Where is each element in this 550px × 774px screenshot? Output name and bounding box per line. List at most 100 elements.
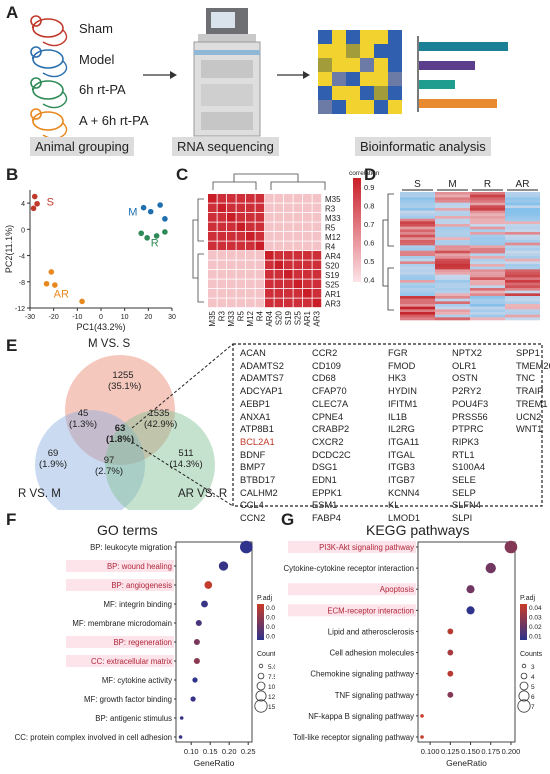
heat-row	[470, 312, 505, 315]
group-label: AR	[54, 289, 69, 301]
heat-cell	[293, 279, 303, 289]
y-axis-title: PC2(11.1%)	[4, 225, 14, 273]
heat-row	[400, 194, 435, 198]
heat-row	[435, 242, 470, 246]
group-label: R	[151, 237, 159, 249]
plot-frame	[417, 541, 516, 743]
group-label: R	[484, 179, 491, 190]
gene-name: ESM1	[312, 500, 338, 511]
gene-name: CCR2	[312, 348, 338, 358]
heat-row	[470, 213, 505, 217]
heat-cell	[236, 298, 246, 308]
heat-row	[435, 261, 470, 265]
term-label: MF: membrane microdomain	[72, 619, 172, 628]
heat-row	[505, 229, 540, 233]
heat-row	[400, 290, 435, 294]
panel-label-g: G	[281, 510, 295, 529]
heat-cell	[360, 30, 374, 44]
heat-cell	[217, 260, 227, 270]
mouse-icon	[30, 15, 68, 47]
x-tick-label: 0.20	[222, 747, 237, 756]
heat-row	[435, 280, 470, 283]
heat-cell	[255, 194, 265, 203]
heat-row	[470, 288, 505, 291]
legend-circle	[254, 699, 268, 713]
legend-tick: 12.5	[268, 694, 275, 701]
heat-row	[435, 250, 470, 254]
heat-cell	[246, 203, 255, 213]
heat-cell	[346, 100, 360, 114]
heat-cell	[217, 279, 227, 289]
dot	[178, 735, 183, 739]
legend-tick: 0.04	[529, 605, 542, 612]
legend-circle	[257, 672, 265, 680]
heat-row	[505, 304, 540, 307]
x-tick-label: -20	[49, 314, 59, 321]
term-label: Cell adhesion molecules	[329, 649, 414, 658]
heat-cell	[217, 298, 227, 308]
heat-cell	[318, 72, 332, 86]
group-label: M	[128, 207, 137, 219]
pca-point	[153, 233, 160, 239]
heat-row	[400, 192, 435, 195]
legend-tick: 0.7	[364, 220, 374, 229]
heat-row	[435, 264, 470, 267]
legend-tick: 0.01	[529, 634, 542, 641]
heat-row	[470, 242, 505, 246]
heat-cell	[265, 260, 274, 270]
heat-cell	[293, 298, 303, 308]
heat-cell	[312, 232, 322, 241]
row-dendrogram	[192, 198, 204, 303]
heat-cell	[246, 194, 255, 203]
x-tick-label: -30	[25, 314, 35, 321]
heat-cell	[208, 270, 217, 279]
heat-row	[435, 274, 470, 278]
heat-cell	[293, 260, 303, 270]
heat-cell	[274, 222, 284, 232]
heat-cell	[303, 289, 312, 298]
heat-cell	[388, 86, 402, 100]
term-label: TNF signaling pathway	[335, 691, 414, 700]
plot-frame	[175, 541, 253, 743]
heat-row	[505, 221, 540, 225]
term-label: BP: wound healing	[107, 562, 172, 571]
heat-cell	[346, 58, 360, 72]
heat-row	[400, 253, 435, 257]
heat-row	[505, 306, 540, 310]
gene-name: RIPK3	[452, 436, 479, 447]
x-tick-label: 0.150	[461, 747, 480, 756]
heat-cell	[360, 100, 374, 114]
heat-cell	[208, 232, 217, 241]
heat-row	[435, 296, 470, 299]
heat-cell	[312, 251, 322, 260]
heat-cell	[255, 251, 265, 260]
heat-cell	[236, 270, 246, 279]
heat-row	[435, 194, 470, 198]
heat-row	[435, 282, 470, 286]
gene-name: PRSS56	[452, 411, 488, 422]
legend-title: P.adj	[257, 595, 272, 602]
heat-cell	[255, 213, 265, 222]
heat-cell	[312, 241, 322, 251]
dot	[195, 619, 202, 627]
heat-row	[505, 256, 540, 259]
heat-cell	[265, 203, 274, 213]
row-label: M12	[325, 233, 341, 242]
gene-name: HYDIN	[388, 386, 417, 397]
heat-cell	[246, 260, 255, 270]
heat-row	[435, 269, 470, 273]
legend-tick: 0.02	[529, 624, 542, 631]
venn-region-core: 63 (1.8%)	[106, 423, 134, 445]
group-label: Sham	[79, 21, 113, 36]
heat-cell	[284, 222, 293, 232]
heat-cell	[217, 194, 227, 203]
panel-label-e: E	[6, 336, 18, 355]
term-label: Lipid and atherosclerosis	[328, 627, 414, 636]
gene-name: ITGB7	[388, 475, 415, 486]
heat-row	[435, 245, 470, 249]
gene-name: OSTN	[452, 373, 478, 384]
heat-row	[400, 296, 435, 299]
heat-cell	[274, 298, 284, 308]
heat-row	[400, 200, 435, 203]
heat-cell	[312, 270, 322, 279]
